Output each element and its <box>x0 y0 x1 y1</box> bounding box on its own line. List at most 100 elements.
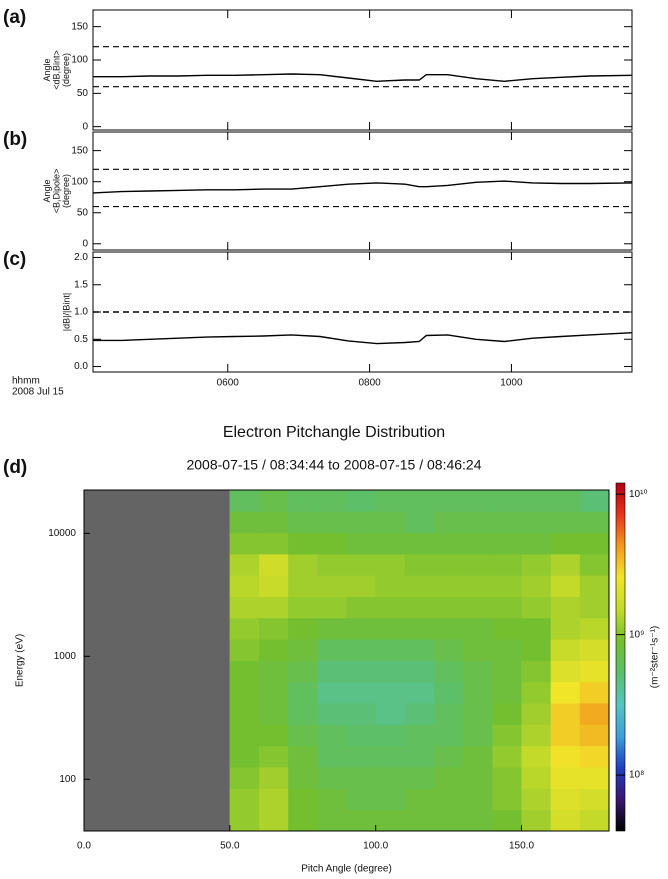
heatmap-cell <box>550 681 581 704</box>
heatmap-cell <box>259 724 289 747</box>
heatmap-cell <box>288 703 318 725</box>
y-tick-label: 2.0 <box>74 252 88 263</box>
heatmap-cell <box>375 766 406 789</box>
heatmap-cell <box>550 575 581 597</box>
heatmap-cell <box>229 766 260 789</box>
heatmap-cell <box>317 788 347 811</box>
plot-frame <box>92 9 633 131</box>
heatmap-cell <box>521 639 552 661</box>
heatmap-cell <box>346 617 377 640</box>
heatmap-cell <box>375 490 406 512</box>
heatmap-cell <box>404 617 435 640</box>
data-line <box>93 73 633 83</box>
heatmap-cell <box>229 511 260 534</box>
plot-frame <box>92 251 633 373</box>
heatmap-cell <box>550 596 581 619</box>
y-tick-label: 100 <box>59 774 76 785</box>
y-tick-label: 150 <box>71 21 88 32</box>
y-axis-label: Energy (eV) <box>15 634 26 687</box>
y-tick-label: 0.5 <box>74 334 88 345</box>
heatmap-cell <box>288 617 318 640</box>
plot-frame <box>83 489 610 832</box>
y-tick-label: 0 <box>82 238 88 249</box>
heatmap-cell <box>259 660 289 683</box>
colorbar-tick-label: 10⁸ <box>629 770 644 781</box>
heatmap-cell <box>404 490 435 512</box>
y-tick-label: 1.0 <box>74 307 88 318</box>
heatmap-cell <box>346 681 377 704</box>
y-tick-label: 150 <box>71 145 88 156</box>
heatmap-cell <box>259 639 289 661</box>
heatmap-cell <box>521 511 552 534</box>
heatmap-cell <box>579 596 610 619</box>
heatmap-cell <box>463 809 493 832</box>
heatmap-cell <box>492 809 522 832</box>
panel-label: (a) <box>3 7 26 28</box>
heatmap-cell <box>579 681 610 704</box>
heatmap-cell <box>463 532 493 555</box>
heatmap-cell <box>317 639 347 661</box>
heatmap-cell <box>404 703 435 725</box>
heatmap-cell <box>521 596 552 619</box>
heatmap-cell <box>463 724 493 747</box>
heatmap-cell <box>521 703 552 725</box>
heatmap-cell <box>375 511 406 534</box>
heatmap-cell <box>463 681 493 704</box>
heatmap-cell <box>346 553 377 576</box>
heatmap-cell <box>375 639 406 661</box>
heatmap-cell <box>288 553 318 576</box>
heatmap-cell <box>229 575 260 597</box>
heatmap-cell <box>229 490 260 512</box>
heatmap-cell <box>317 681 347 704</box>
heatmap-cell <box>346 660 377 683</box>
heatmap-cell <box>579 809 610 832</box>
heatmap-cell <box>317 575 347 597</box>
heatmap-cell <box>550 553 581 576</box>
heatmap-cell <box>463 766 493 789</box>
heatmap-cell <box>550 788 581 811</box>
heatmap-cell <box>434 596 464 619</box>
heatmap-cell <box>317 724 347 747</box>
x-tick-label: 50.0 <box>220 841 240 852</box>
heatmap-cell <box>288 745 318 768</box>
heatmap-cell <box>492 511 522 534</box>
heatmap-cell <box>346 766 377 789</box>
heatmap-cell <box>259 766 289 789</box>
heatmap-cell <box>521 766 552 789</box>
x-axis-label: 2008 Jul 15 <box>12 387 64 398</box>
x-tick-label: 1000 <box>500 378 523 389</box>
heatmap-cell <box>229 660 260 683</box>
x-tick-label: 150.0 <box>509 841 534 852</box>
y-tick-label: 1.5 <box>74 279 88 290</box>
heatmap-cell <box>463 703 493 725</box>
heatmap-cell <box>288 596 318 619</box>
heatmap-cell <box>229 639 260 661</box>
heatmap-cell <box>346 596 377 619</box>
heatmap-cell <box>404 745 435 768</box>
heatmap-cell <box>404 596 435 619</box>
heatmap-cell <box>229 724 260 747</box>
heatmap-cell <box>404 788 435 811</box>
x-axis-label: Pitch Angle (degree) <box>301 864 392 875</box>
heatmap-cell <box>229 532 260 555</box>
heatmap-cell <box>492 596 522 619</box>
heatmap-cell <box>550 639 581 661</box>
heatmap-cell <box>346 745 377 768</box>
panel-label: (d) <box>3 457 27 478</box>
heatmap-cell <box>259 745 289 768</box>
heatmap-cell <box>375 809 406 832</box>
heatmap-cell <box>288 575 318 597</box>
chart-title: Electron Pitchangle Distribution <box>223 424 445 441</box>
heatmap-cell <box>259 490 289 512</box>
heatmap-cell <box>229 809 260 832</box>
heatmap-cell <box>550 532 581 555</box>
heatmap-cell <box>346 724 377 747</box>
heatmap-cell <box>550 703 581 725</box>
heatmap-cell <box>579 660 610 683</box>
heatmap-cell <box>288 639 318 661</box>
heatmap-cell <box>579 724 610 747</box>
y-tick-label: 0.0 <box>74 361 88 372</box>
heatmap-cell <box>434 575 464 597</box>
heatmap-cell <box>434 532 464 555</box>
heatmap-cell <box>521 532 552 555</box>
